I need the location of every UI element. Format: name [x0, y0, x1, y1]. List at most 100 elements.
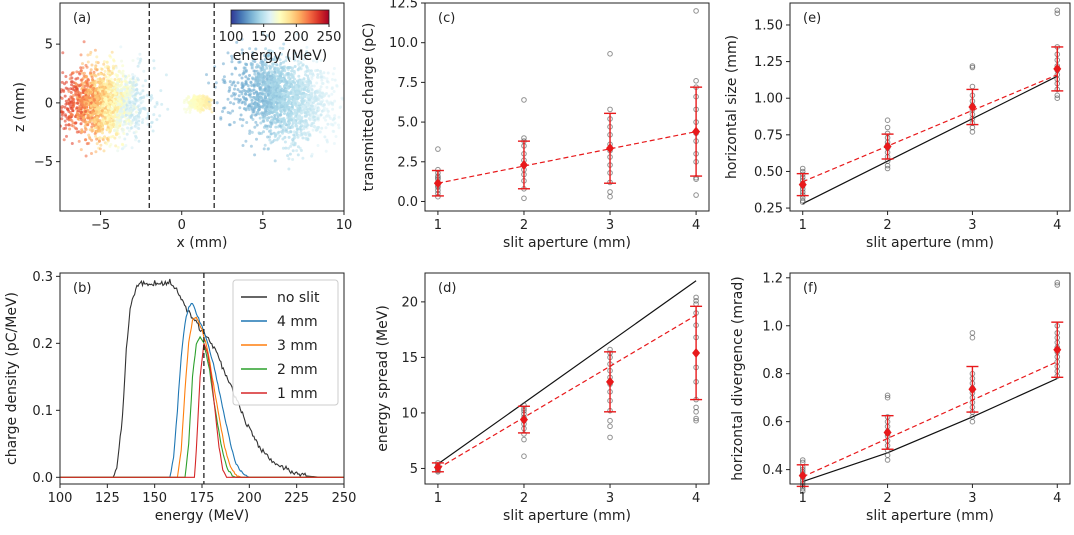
particle-point: [306, 90, 310, 93]
particle-point: [232, 80, 236, 84]
shot-point: [1054, 10, 1061, 17]
particle-point: [306, 110, 310, 114]
particle-point: [240, 90, 244, 94]
mean-marker: [519, 414, 528, 425]
particle-point: [278, 95, 282, 99]
particle-point: [64, 99, 68, 103]
particle-point: [221, 78, 225, 82]
particle-point: [299, 67, 303, 71]
particle-point: [322, 76, 326, 80]
particle-point: [76, 101, 80, 105]
particle-point: [261, 83, 265, 86]
particle-point: [313, 99, 317, 103]
y-tick-label: 1.50: [754, 18, 783, 33]
particle-point: [244, 89, 248, 93]
shot-point: [521, 195, 527, 202]
particle-point: [64, 102, 68, 106]
particle-point: [269, 129, 273, 133]
fit-line: [437, 314, 697, 469]
particle-point: [51, 121, 54, 124]
particle-point: [318, 91, 322, 95]
x-axis-label: slit aperture (mm): [503, 235, 631, 251]
particle-point: [44, 113, 47, 116]
particle-point: [253, 72, 257, 76]
particle-point: [135, 83, 139, 87]
particle-point: [246, 84, 250, 88]
x-tick-label: 3: [606, 218, 614, 233]
shot-point: [693, 417, 699, 424]
particle-point: [91, 119, 95, 123]
particle-point: [95, 142, 99, 146]
particle-point: [124, 74, 127, 78]
particle-point: [257, 131, 261, 135]
shot-point: [969, 334, 976, 341]
particle-point: [86, 120, 90, 124]
particle-point: [228, 86, 232, 90]
particle-point: [281, 146, 285, 150]
panel-d: 1 2 3 4 5 10 15 20 slit aperture (mm) energy spre…: [375, 272, 710, 524]
particle-point: [114, 101, 118, 105]
particle-point: [313, 118, 317, 122]
particle-point: [267, 80, 271, 84]
particle-point: [315, 60, 319, 64]
particle-point: [128, 90, 132, 94]
particle-point: [105, 121, 109, 125]
particle-point: [262, 147, 266, 151]
particle-point: [322, 103, 326, 107]
particle-point: [56, 107, 59, 110]
particle-point: [117, 70, 121, 74]
panel-c: 1 2 3 4 0.0 2.5 5.0 7.5 10.0 12.5 slit aperture (m…: [361, 0, 710, 251]
particle-point: [92, 70, 96, 74]
particle-point: [333, 121, 337, 125]
particle-point: [287, 157, 291, 161]
particle-point: [286, 100, 290, 104]
particle-point: [299, 149, 303, 152]
particle-point: [260, 77, 263, 81]
particle-point: [68, 77, 72, 81]
particle-point: [118, 135, 122, 139]
particle-point: [298, 127, 302, 131]
particle-point: [292, 36, 296, 40]
particle-point: [248, 74, 251, 77]
particle-point: [190, 98, 194, 102]
particle-point: [94, 74, 97, 78]
particle-point: [276, 115, 280, 119]
particle-point: [67, 116, 71, 119]
particle-point: [310, 113, 314, 117]
particle-point: [308, 133, 312, 136]
particle-point: [346, 103, 349, 106]
particle-point: [299, 120, 303, 123]
particle-point: [292, 133, 296, 137]
particle-point: [121, 94, 125, 98]
particle-point: [315, 109, 319, 113]
particle-point: [263, 95, 267, 98]
particle-point: [119, 91, 123, 95]
x-tick-label: 4: [1053, 218, 1061, 233]
particle-point: [152, 66, 156, 70]
particle-point: [85, 81, 89, 85]
particle-point: [83, 84, 87, 88]
particle-point: [117, 102, 121, 106]
particle-point: [86, 113, 90, 117]
particle-point: [305, 69, 309, 73]
particle-point: [138, 52, 142, 56]
particle-point: [316, 102, 320, 106]
shot-point: [969, 418, 976, 425]
particle-point: [303, 110, 307, 114]
particle-point: [262, 119, 266, 123]
particle-point: [273, 75, 277, 79]
particle-point: [246, 89, 250, 93]
particle-point: [116, 79, 119, 83]
particle-point: [289, 91, 293, 94]
particle-point: [322, 109, 326, 112]
x-tick-label: 3: [968, 218, 976, 233]
particle-point: [132, 87, 136, 91]
particle-point: [261, 115, 265, 119]
particle-point: [240, 81, 244, 85]
particle-point: [302, 88, 306, 92]
particle-point: [297, 121, 301, 125]
particle-point: [250, 113, 254, 117]
particle-point: [73, 126, 77, 130]
particle-point: [304, 85, 308, 89]
particle-point: [278, 58, 282, 62]
